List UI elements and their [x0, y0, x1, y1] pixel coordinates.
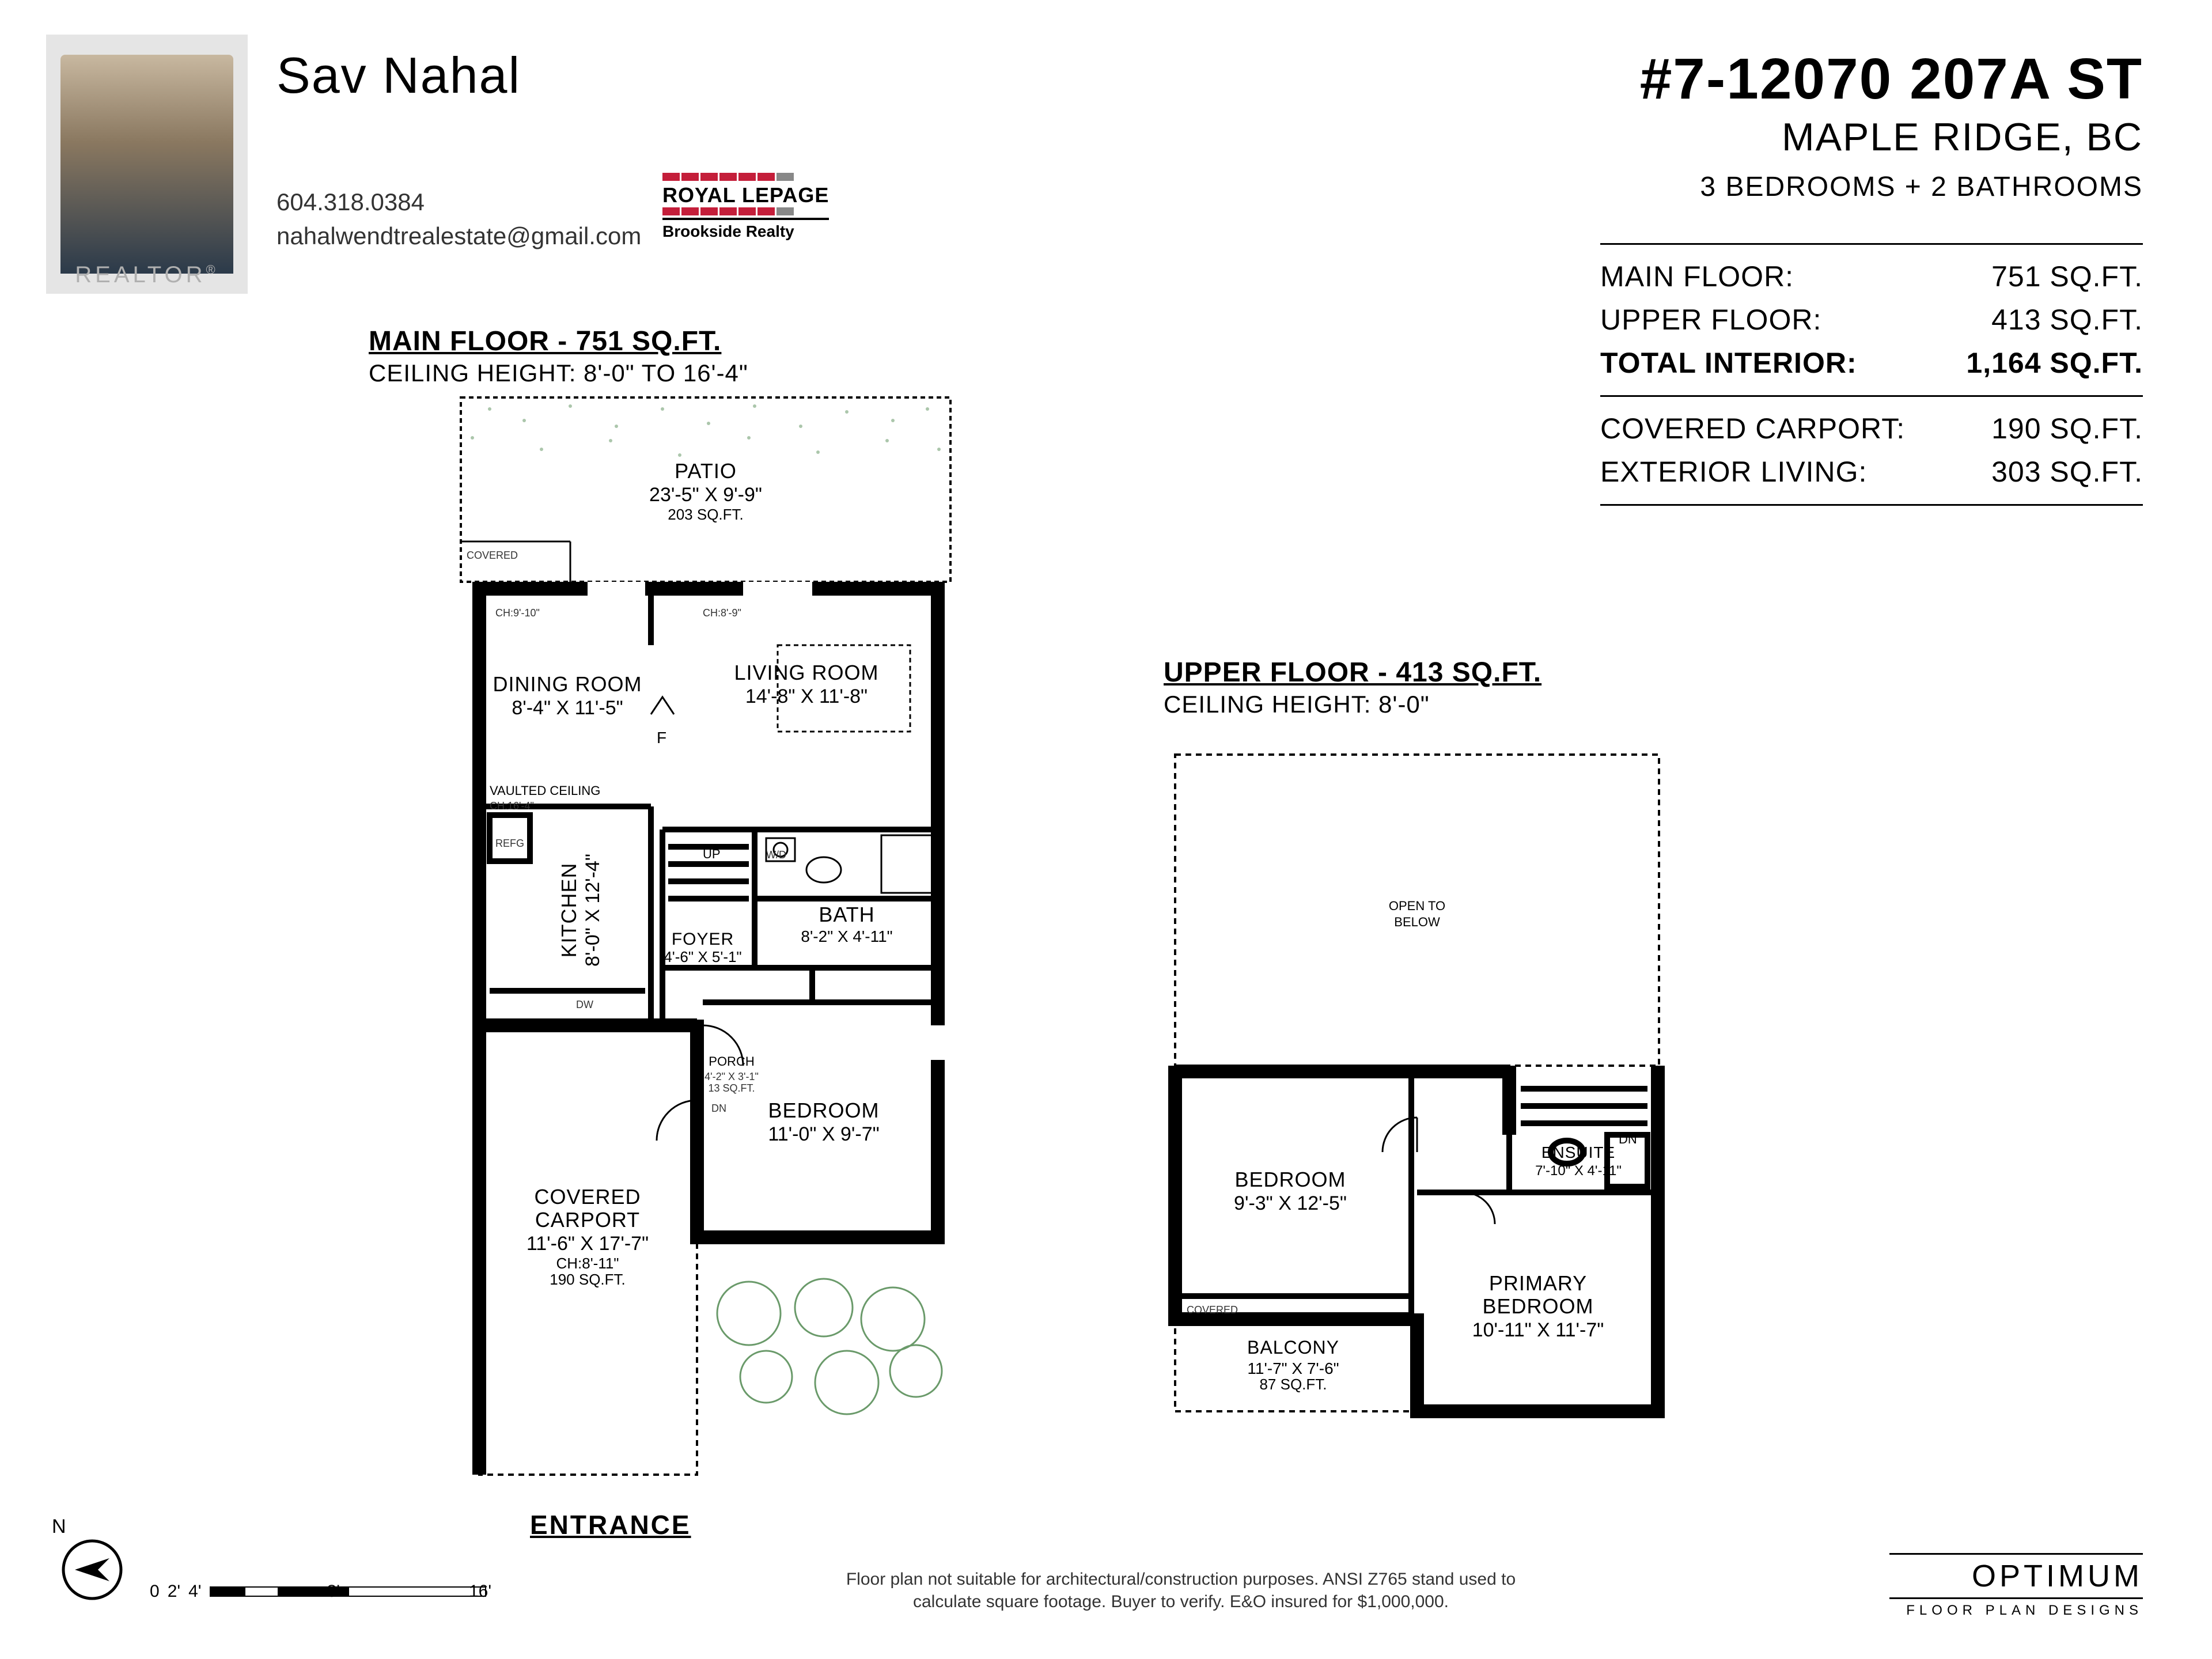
brokerage-logo: ROYAL LEPAGE Brookside Realty [662, 173, 829, 241]
foyer-dims: 4'-6" X 5'-1" [664, 948, 741, 965]
sqft-upper-val: 413 SQ.FT. [1991, 298, 2143, 342]
dw: DW [576, 999, 593, 1010]
optimum-logo: OPTIMUM FLOOR PLAN DESIGNS [1889, 1550, 2143, 1619]
up-label: UP [703, 847, 721, 861]
main-floor-plan: COVERED PATIO 23'-5" X 9'-9" 203 SQ.FT. … [455, 392, 956, 1498]
living-dims: 14'-8" X 11'-8" [745, 685, 868, 707]
carport-sqft: 190 SQ.FT. [550, 1271, 626, 1288]
sqft-upper-label: UPPER FLOOR: [1600, 298, 1821, 342]
dining-name: DINING ROOM [493, 672, 642, 696]
foyer-name: FOYER [672, 930, 734, 949]
ch164: CH:16'-4" [490, 800, 534, 812]
ch89: CH:8'-9" [703, 607, 741, 619]
refg: REFG [495, 838, 524, 849]
sqft-ext-label: EXTERIOR LIVING: [1600, 450, 1867, 494]
carport-name1: COVERED [534, 1185, 641, 1209]
disclaimer: Floor plan not suitable for architectura… [806, 1568, 1555, 1613]
balcony-name: BALCONY [1247, 1337, 1339, 1358]
ensuite-name: ENSUITE [1541, 1143, 1615, 1161]
primary-dims: 10'-11" X 11'-7" [1472, 1319, 1604, 1341]
header-left: REALTOR® Sav Nahal 604.318.0384 nahalwen… [46, 35, 641, 294]
patio-dims: 23'-5" X 9'-9" [649, 484, 762, 506]
upper-dn: DN [1619, 1132, 1637, 1146]
porch-dims: 4'-2" X 3'-1" [704, 1071, 759, 1082]
sqft-main-val: 751 SQ.FT. [1991, 255, 2143, 298]
primary-name1: PRIMARY [1489, 1271, 1587, 1295]
realtor-watermark: REALTOR® [75, 262, 218, 288]
main-floor-ceiling: CEILING HEIGHT: 8'-0" TO 16'-4" [369, 359, 748, 387]
balcony-dims: 11'-7" X 7'-6" [1247, 1359, 1339, 1377]
sqft-ext-val: 303 SQ.FT. [1991, 450, 2143, 494]
agent-phone: 604.318.0384 [276, 185, 641, 219]
sqft-main-label: MAIN FLOOR: [1600, 255, 1794, 298]
dining-dims: 8'-4" X 11'-5" [512, 697, 623, 719]
covered-label: COVERED [467, 550, 518, 561]
porch-sqft: 13 SQ.FT. [708, 1082, 755, 1094]
upper-covered: COVERED [1187, 1304, 1238, 1316]
balcony-sqft: 87 SQ.FT. [1259, 1376, 1327, 1393]
dn-porch: DN [711, 1103, 726, 1114]
upper-floor-title: UPPER FLOOR - 413 SQ.FT. [1164, 657, 1541, 688]
scale-4: 4' [188, 1582, 201, 1601]
disclaimer-l2: calculate square footage. Buyer to verif… [806, 1590, 1555, 1613]
scale-0: 0 [150, 1582, 160, 1601]
scale-2: 2' [168, 1582, 180, 1601]
wd: W/D [766, 849, 786, 861]
scale-8: 8' [327, 1582, 340, 1601]
scale-16: 16' [469, 1582, 491, 1601]
ensuite-dims: 7'-10" X 4'-11" [1535, 1163, 1622, 1179]
vaulted: VAULTED CEILING [490, 783, 600, 798]
primary-name2: BEDROOM [1482, 1294, 1593, 1318]
address-line1: #7-12070 207A ST [1600, 46, 2143, 112]
upper-bedroom-dims: 9'-3" X 12'-5" [1234, 1192, 1347, 1214]
compass [58, 1535, 127, 1607]
entrance-label: ENTRANCE [530, 1509, 691, 1540]
carport-dims: 11'-6" X 17'-7" [527, 1233, 649, 1255]
upper-floor-ceiling: CEILING HEIGHT: 8'-0" [1164, 691, 1541, 718]
open-below2: BELOW [1394, 915, 1440, 929]
bath-name: BATH [819, 903, 874, 926]
brokerage-sub: Brookside Realty [662, 222, 829, 241]
compass-n: N [52, 1516, 66, 1538]
kitchen-dims: 8'-0" X 12'-4" [582, 854, 604, 967]
bedroom-name: BEDROOM [768, 1099, 879, 1122]
sqft-total-label: TOTAL INTERIOR: [1600, 342, 1857, 385]
svg-text:F: F [657, 729, 666, 747]
patio-sqft: 203 SQ.FT. [668, 506, 744, 523]
ch910: CH:9'-10" [495, 607, 540, 619]
carport-ch: CH:8'-11" [556, 1255, 619, 1272]
property-header: #7-12070 207A ST MAPLE RIDGE, BC 3 BEDRO… [1600, 46, 2143, 516]
upper-bedroom-name: BEDROOM [1234, 1168, 1346, 1191]
main-floor-title: MAIN FLOOR - 751 SQ.FT. [369, 325, 748, 357]
porch-name: PORCH [709, 1054, 754, 1069]
upper-floor-plan: COVERED OPEN TO BELOW DN BEDROOM 9'-3" X… [1164, 743, 1671, 1423]
sqft-total-val: 1,164 SQ.FT. [1966, 342, 2143, 385]
avatar: REALTOR® [46, 35, 248, 294]
sqft-carport-val: 190 SQ.FT. [1991, 407, 2143, 450]
carport-name2: CARPORT [535, 1208, 640, 1232]
bed-bath-summary: 3 BEDROOMS + 2 BATHROOMS [1600, 171, 2143, 203]
main-floor-heading: MAIN FLOOR - 751 SQ.FT. CEILING HEIGHT: … [369, 325, 748, 387]
agent-info: Sav Nahal 604.318.0384 nahalwendtrealest… [276, 35, 641, 253]
living-name: LIVING ROOM [734, 661, 878, 684]
brokerage-name: ROYAL LEPAGE [662, 183, 829, 207]
kitchen-name: KITCHEN [557, 862, 581, 957]
bath-dims: 8'-2" X 4'-11" [801, 927, 892, 945]
optimum-name: OPTIMUM [1889, 1558, 2143, 1594]
open-below1: OPEN TO [1389, 899, 1445, 913]
optimum-sub: FLOOR PLAN DESIGNS [1889, 1603, 2143, 1619]
bedroom-dims: 11'-0" X 9'-7" [768, 1123, 879, 1145]
scale-bar: 0 2' 4' 8' 16' [150, 1582, 491, 1601]
agent-name: Sav Nahal [276, 46, 641, 105]
agent-photo-placeholder [60, 55, 233, 274]
sqft-carport-label: COVERED CARPORT: [1600, 407, 1905, 450]
upper-floor-heading: UPPER FLOOR - 413 SQ.FT. CEILING HEIGHT:… [1164, 657, 1541, 718]
patio-name: PATIO [675, 459, 737, 483]
sqft-table: MAIN FLOOR: 751 SQ.FT. UPPER FLOOR: 413 SQ… [1600, 243, 2143, 506]
address-line2: MAPLE RIDGE, BC [1600, 115, 2143, 160]
disclaimer-l1: Floor plan not suitable for architectura… [806, 1568, 1555, 1590]
agent-email: nahalwendtrealestate@gmail.com [276, 219, 641, 253]
